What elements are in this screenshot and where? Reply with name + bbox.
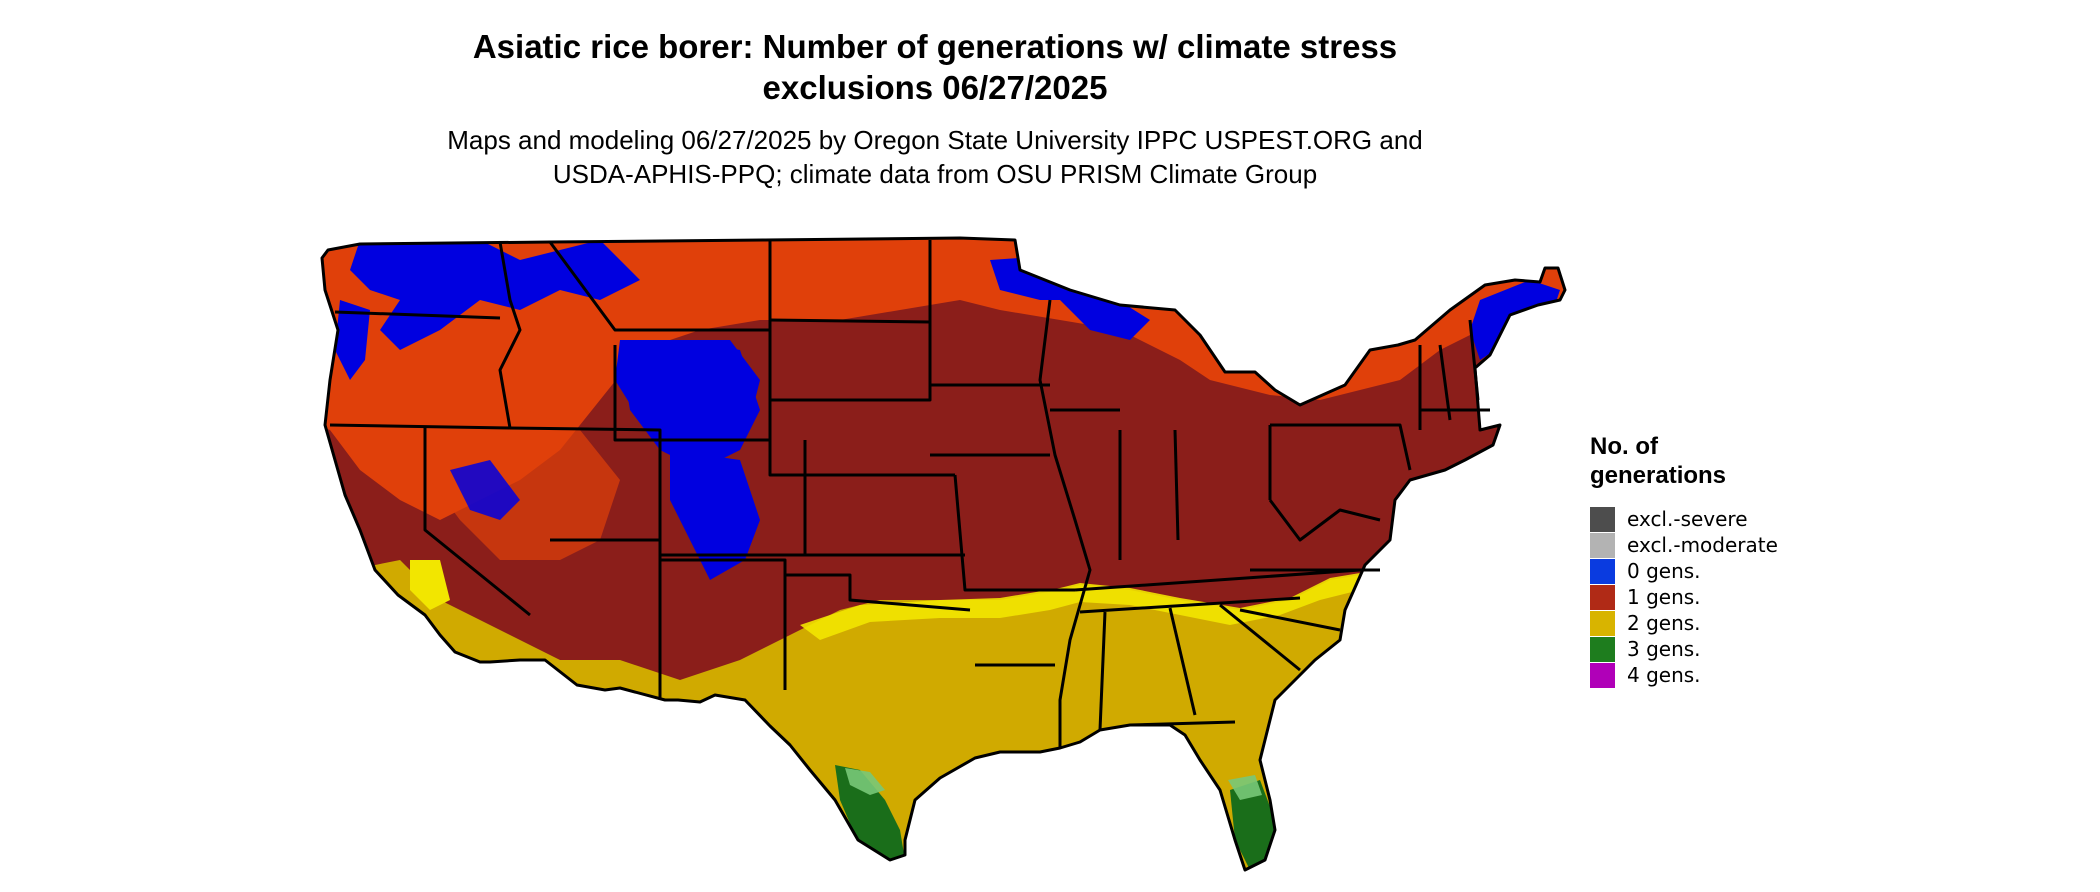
title-line-2: exclusions 06/27/2025	[762, 69, 1108, 106]
legend-swatch	[1590, 584, 1615, 610]
zone-0gen-colorado	[670, 450, 760, 580]
border-al-ga	[1168, 607, 1197, 716]
legend-swatch	[1590, 532, 1615, 558]
zone-3gen-light-florida	[1228, 775, 1262, 800]
legend-label: 3 gens.	[1627, 637, 1701, 661]
zone-3gen-light-texas	[845, 768, 885, 795]
zone-3gen-south-texas	[835, 765, 905, 860]
border-mn-ia	[928, 240, 1050, 387]
zone-0gen-nevada	[450, 460, 520, 520]
legend-item-3-gens: 3 gens.	[1590, 636, 1778, 662]
border-mississippi	[1038, 299, 1092, 748]
subtitle-line-1: Maps and modeling 06/27/2025 by Oregon S…	[447, 125, 1423, 155]
zone-0gen-wyoming	[615, 340, 760, 430]
border-ky-tn	[1074, 568, 1361, 592]
zone-1gen-orange-sw	[420, 400, 620, 560]
border-ca-nv	[423, 428, 531, 617]
border-ok-tx	[785, 573, 971, 612]
legend-item-1-gens: 1 gens.	[1590, 584, 1778, 610]
legend-item-2-gens: 2 gens.	[1590, 610, 1778, 636]
state-borders	[320, 236, 1567, 872]
legend-title-line-1: No. of	[1590, 433, 1658, 460]
border-tn-south	[1079, 596, 1301, 614]
legend-label: 2 gens.	[1627, 611, 1701, 635]
legend-title-line-2: generations	[1590, 462, 1727, 489]
map-title: Asiatic rice borer: Number of generation…	[300, 26, 1570, 108]
legend-item-excl-moderate: excl.-moderate	[1590, 532, 1778, 558]
legend-swatch	[1590, 558, 1615, 584]
border-ne-ks	[768, 400, 955, 477]
legend-swatch	[1590, 610, 1615, 636]
border-or-ca	[329, 423, 511, 430]
zone-2gen-california	[410, 560, 450, 610]
border-wv-va	[1268, 499, 1381, 542]
legend-title: No. of generations	[1590, 432, 1778, 490]
border-me-nh	[1468, 319, 1480, 401]
legend-label: 4 gens.	[1627, 663, 1701, 687]
legend-label: 1 gens.	[1627, 585, 1701, 609]
title-line-1: Asiatic rice borer: Number of generation…	[472, 28, 1398, 65]
border-mo-ar	[953, 474, 1075, 592]
border-nd-sd	[769, 318, 931, 324]
border-vt-nh	[1438, 344, 1452, 421]
legend-item-4-gens: 4 gens.	[1590, 662, 1778, 688]
legend-label: 0 gens.	[1627, 559, 1701, 583]
legend-swatch	[1590, 636, 1615, 662]
legend-label: excl.-severe	[1627, 507, 1748, 531]
us-outline	[320, 236, 1567, 872]
border-ga-sc	[1219, 603, 1301, 672]
legend-swatch	[1590, 662, 1615, 688]
border-ks-ok	[803, 475, 965, 557]
border-nm-tx	[660, 558, 787, 690]
border-in-oh	[1173, 429, 1180, 541]
legend-item-excl-severe: excl.-severe	[1590, 506, 1778, 532]
zone-3gen-florida	[1230, 780, 1275, 870]
border-ga-fl	[1129, 720, 1236, 727]
border-mt-wy	[548, 241, 770, 332]
border-nc-sc	[1239, 608, 1341, 632]
zone-0gen-cascades	[335, 300, 370, 380]
legend-label: excl.-moderate	[1627, 533, 1778, 557]
border-pa-ny	[1270, 423, 1412, 471]
legend-swatch	[1590, 506, 1615, 532]
border-id-west	[498, 241, 522, 429]
map-subtitle: Maps and modeling 06/27/2025 by Oregon S…	[300, 123, 1570, 191]
subtitle-line-2: USDA-APHIS-PPQ; climate data from OSU PR…	[552, 159, 1318, 189]
legend-item-0-gens: 0 gens.	[1590, 558, 1778, 584]
legend: No. of generations excl.-severe excl.-mo…	[1590, 432, 1778, 688]
border-wa-or	[334, 310, 501, 320]
border-ms-al	[1098, 611, 1107, 731]
